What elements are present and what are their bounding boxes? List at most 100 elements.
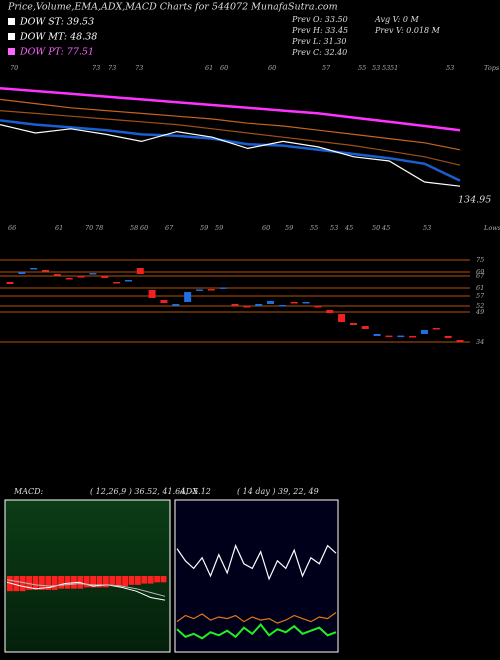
top-label: 73 <box>135 64 143 72</box>
candle <box>361 326 369 329</box>
prev-stat: Prev O: 33.50 <box>291 15 348 24</box>
top-label: 53 <box>372 64 380 72</box>
macd-histogram-bar <box>160 576 167 583</box>
candle <box>30 268 38 270</box>
level-label: 34 <box>476 338 484 346</box>
macd-title: MACD: <box>13 487 44 496</box>
candle <box>373 334 381 336</box>
adx-title: ADX <box>179 487 198 496</box>
adx-line <box>176 612 337 624</box>
bottom-label: 70 <box>85 224 93 232</box>
bottom-label: 61 <box>55 224 63 232</box>
candle <box>267 301 275 304</box>
bottom-label: 53 <box>423 224 431 232</box>
macd-histogram-bar <box>64 576 71 589</box>
bottom-label: 60 <box>262 224 270 232</box>
adx-panel <box>174 499 339 653</box>
level-label: 67 <box>476 272 485 280</box>
ema-line <box>0 110 461 166</box>
ema-line <box>0 119 461 182</box>
candle <box>326 310 334 313</box>
legend-swatch <box>8 33 15 40</box>
ema-line <box>0 86 461 132</box>
top-label: 57 <box>322 64 331 72</box>
candle <box>124 280 132 282</box>
prev-stat: Prev C: 32.40 <box>291 48 347 57</box>
macd-histogram-bar <box>32 576 39 590</box>
candle <box>89 273 97 275</box>
candle <box>195 289 203 291</box>
ema-line <box>0 98 461 151</box>
macd-histogram-bar <box>122 576 128 587</box>
macd-histogram-bar <box>26 576 32 590</box>
dow-label: DOW ST: 39.53 <box>19 17 94 28</box>
bottom-label: 59 <box>200 224 208 232</box>
candle <box>432 328 440 330</box>
adx-params: ( 14 day ) 39, 22, 49 <box>237 487 319 496</box>
macd-histogram-bar <box>90 576 96 588</box>
candle <box>172 304 180 306</box>
candle <box>302 302 310 304</box>
macd-histogram-bar <box>39 576 45 590</box>
candle <box>42 270 50 272</box>
dow-label: DOW MT: 48.38 <box>19 32 97 43</box>
bottom-label: 78 <box>95 224 103 232</box>
ema-line <box>0 124 461 187</box>
level-label: 69 <box>476 268 484 276</box>
candle <box>160 300 168 303</box>
candle <box>18 272 26 274</box>
macd-histogram-bar <box>109 576 116 587</box>
candle <box>243 306 251 308</box>
candle <box>207 289 215 291</box>
candle <box>113 282 121 284</box>
macd-histogram-bar <box>13 576 20 592</box>
bottom-label: 60 <box>140 224 148 232</box>
top-label: 55 <box>358 64 366 72</box>
bottom-label: 53 <box>330 224 338 232</box>
top-label: 70 <box>10 64 18 72</box>
prev-stat: Prev H: 33.45 <box>291 26 348 35</box>
bottom-label: 45 <box>344 224 353 232</box>
candle <box>101 276 109 278</box>
macd-histogram-bar <box>51 576 58 590</box>
level-label: 49 <box>475 308 484 316</box>
bottom-label: 59 <box>215 224 223 232</box>
adx-line <box>176 543 337 581</box>
candle <box>77 276 85 278</box>
candle <box>338 314 346 322</box>
candle <box>456 340 464 342</box>
bottom-label: 66 <box>8 224 16 232</box>
level-label: 57 <box>476 292 485 300</box>
candle <box>349 323 357 325</box>
macd-histogram-bar <box>147 576 154 584</box>
candle <box>420 330 428 334</box>
macd-histogram-bar <box>141 576 148 584</box>
bottom-label: 55 <box>310 224 318 232</box>
macd-line <box>6 579 166 597</box>
prev-stat: Prev L: 31.30 <box>291 37 346 46</box>
candle <box>231 304 239 306</box>
level-label: 75 <box>476 256 484 264</box>
bottom-label: 45 <box>381 224 390 232</box>
candle <box>385 335 393 338</box>
macd-histogram-bar <box>128 576 135 585</box>
legend-swatch <box>8 48 15 55</box>
candle <box>148 290 156 298</box>
dow-label: DOW PT: 77.51 <box>19 47 94 58</box>
top-label: 61 <box>205 64 213 72</box>
adx-line <box>176 623 337 640</box>
candle <box>136 268 144 274</box>
candle <box>65 278 73 280</box>
macd-histogram-bar <box>135 576 141 585</box>
top-label: 60 <box>220 64 228 72</box>
macd-histogram-bar <box>58 576 64 589</box>
macd-histogram-bar <box>45 576 52 590</box>
candle <box>290 302 298 304</box>
macd-histogram-bar <box>154 576 160 583</box>
candle <box>219 287 227 289</box>
candle <box>314 306 322 308</box>
tops-caption: Tops <box>484 64 500 72</box>
bottom-label: 58 <box>130 224 138 232</box>
